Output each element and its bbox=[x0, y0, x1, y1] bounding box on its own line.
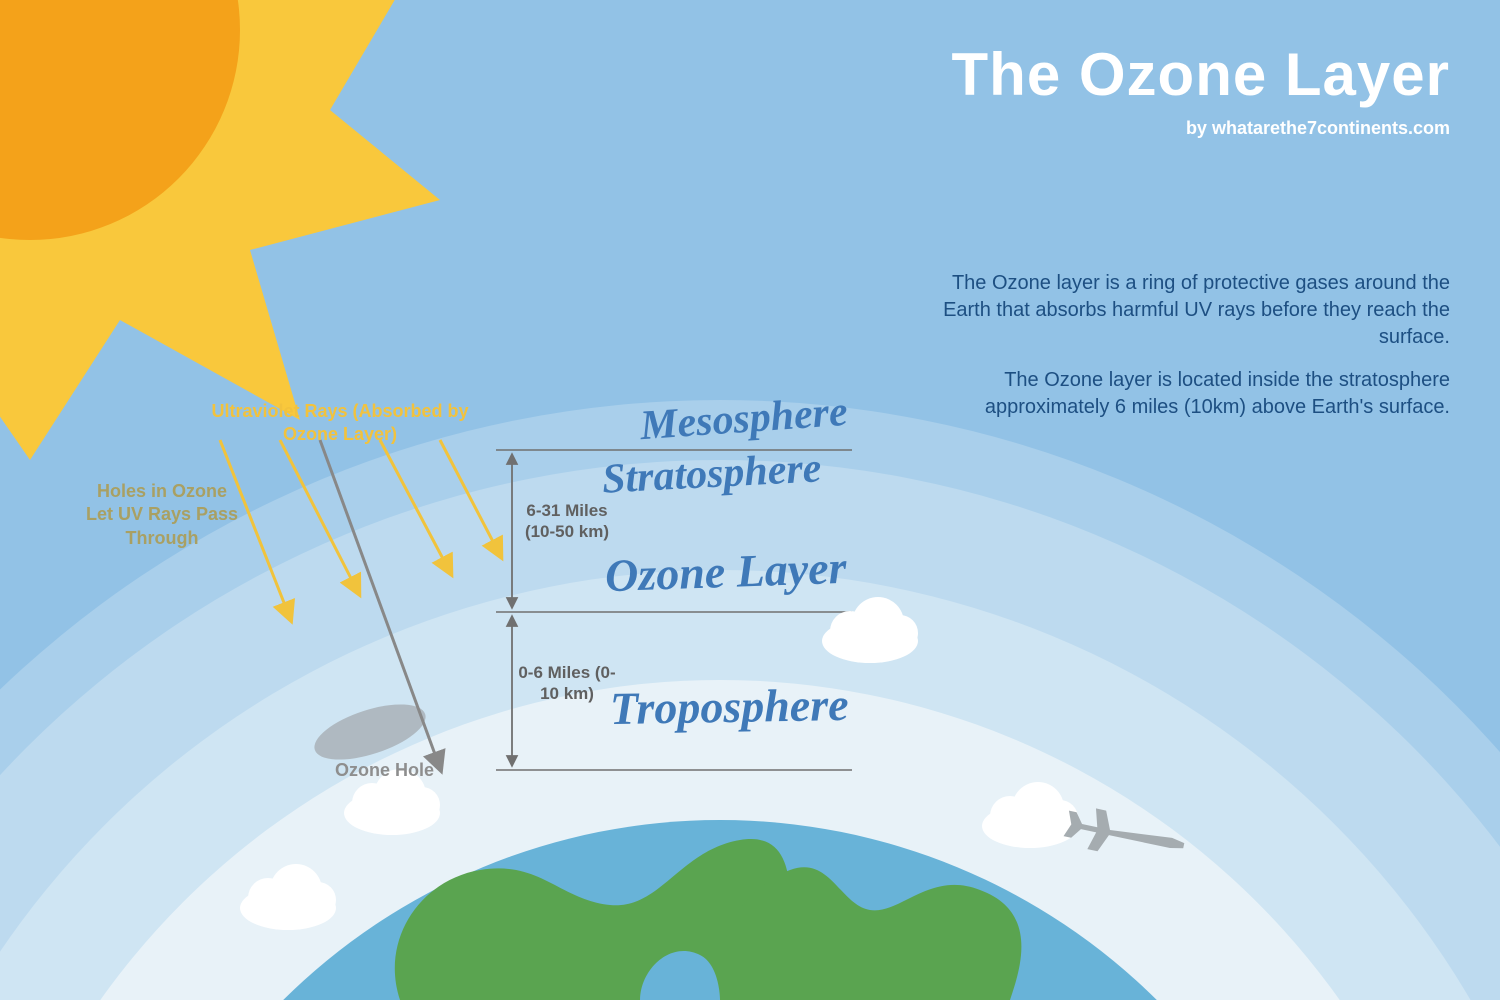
description-p1: The Ozone layer is a ring of protective … bbox=[930, 270, 1450, 351]
measurement-stratosphere: 6-31 Miles (10-50 km) bbox=[517, 500, 617, 543]
label-ozone-layer: Ozone Layer bbox=[604, 541, 847, 602]
ozone-hole-text: Ozone Hole bbox=[335, 760, 434, 780]
measurement-troposphere: 0-6 Miles (0-10 km) bbox=[517, 662, 617, 705]
page-title: The Ozone Layer bbox=[952, 40, 1450, 109]
description-block: The Ozone layer is a ring of protective … bbox=[930, 270, 1450, 437]
label-troposphere: Troposphere bbox=[610, 678, 849, 735]
label-uv-pass: Holes in Ozone Let UV Rays Pass Through bbox=[82, 480, 242, 550]
infographic-canvas: The Ozone Layer by whatarethe7continents… bbox=[0, 0, 1500, 1000]
label-uv-absorbed: Ultraviolet Rays (Absorbed by Ozone Laye… bbox=[195, 400, 485, 445]
label-ozone-hole: Ozone Hole bbox=[335, 760, 434, 782]
byline: by whatarethe7continents.com bbox=[1186, 118, 1450, 139]
description-p2: The Ozone layer is located inside the st… bbox=[930, 367, 1450, 421]
